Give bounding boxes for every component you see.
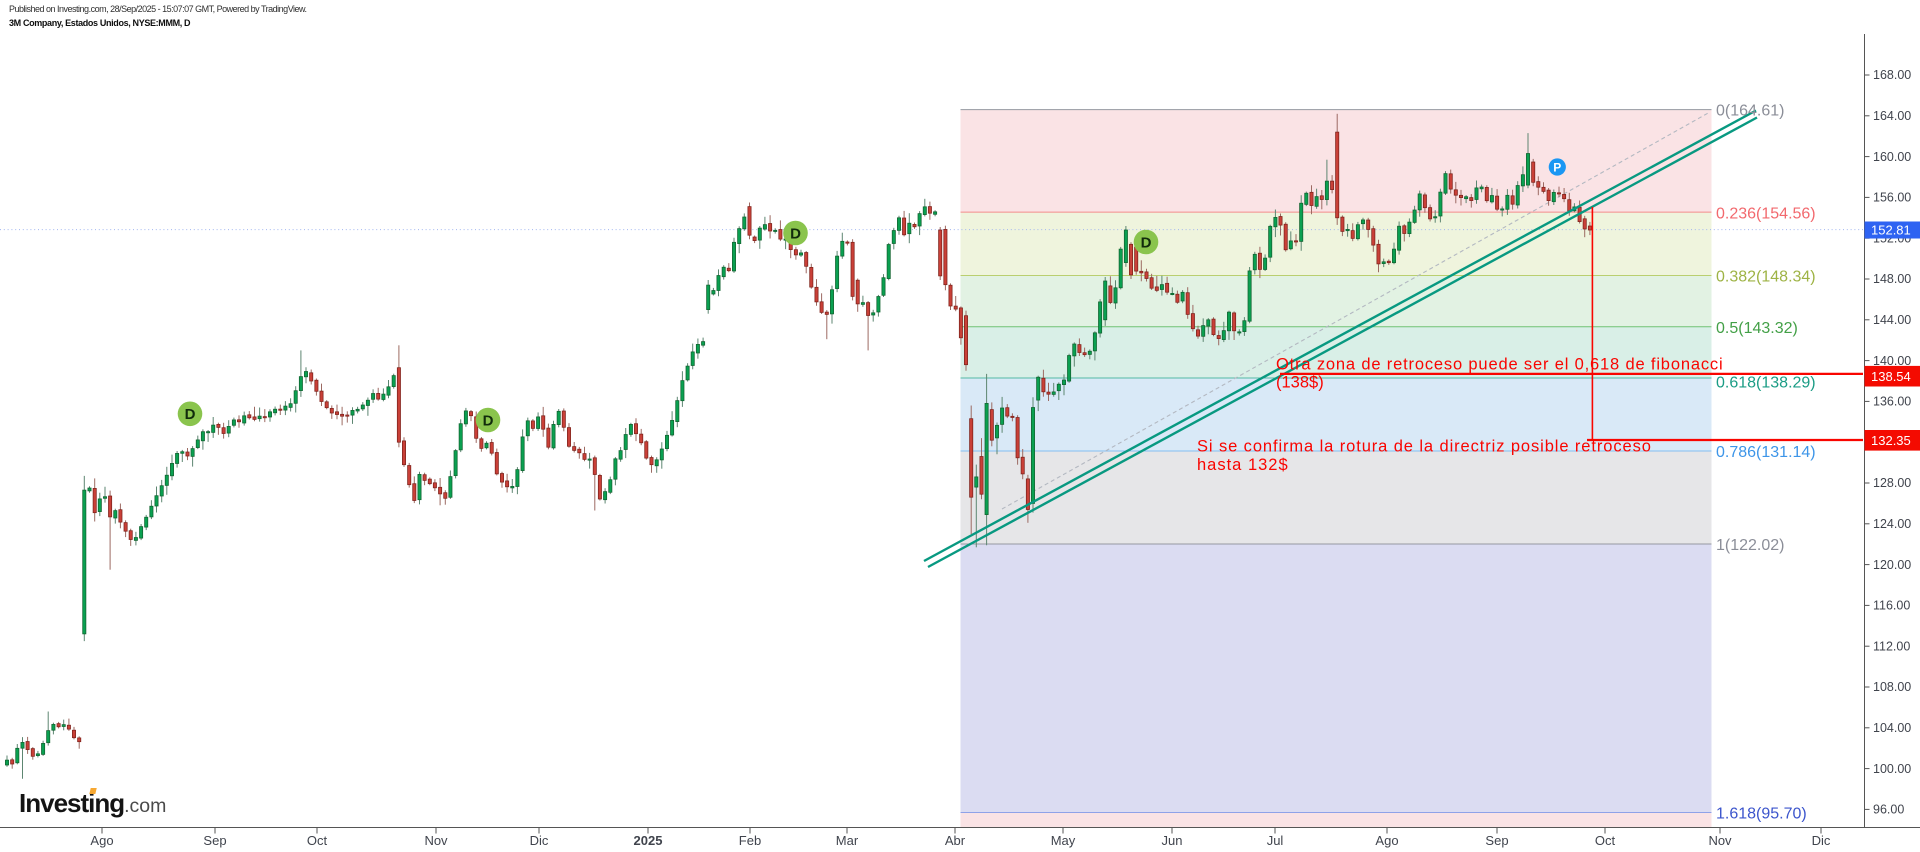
svg-text:Nov: Nov [424,833,448,848]
svg-text:0.382(148.34): 0.382(148.34) [1716,269,1816,286]
svg-text:Nov: Nov [1708,833,1732,848]
svg-text:124.00: 124.00 [1873,517,1911,531]
svg-text:136.00: 136.00 [1873,395,1911,409]
svg-text:0.5(143.32): 0.5(143.32) [1716,320,1798,337]
svg-text:0(164.61): 0(164.61) [1716,103,1785,120]
svg-text:Jul: Jul [1267,833,1284,848]
svg-text:Oct: Oct [307,833,328,848]
svg-text:108.00: 108.00 [1873,680,1911,694]
svg-text:Ago: Ago [1375,833,1398,848]
svg-text:0.236(154.56): 0.236(154.56) [1716,206,1816,223]
svg-text:164.00: 164.00 [1873,109,1911,123]
svg-text:132.35: 132.35 [1871,433,1911,448]
svg-text:120.00: 120.00 [1873,558,1911,572]
svg-text:Si se confirma la rotura de la: Si se confirma la rotura de la directriz… [1197,438,1652,456]
svg-text:2025: 2025 [634,833,663,848]
svg-text:Feb: Feb [739,833,761,848]
svg-text:1(122.02): 1(122.02) [1716,537,1785,554]
svg-text:140.00: 140.00 [1873,354,1911,368]
svg-text:(138$): (138$) [1276,374,1324,392]
svg-text:Oct: Oct [1595,833,1616,848]
svg-text:148.00: 148.00 [1873,272,1911,286]
svg-text:138.54: 138.54 [1871,369,1911,384]
svg-text:Ago: Ago [90,833,113,848]
svg-text:100.00: 100.00 [1873,762,1911,776]
svg-text:144.00: 144.00 [1873,313,1911,327]
svg-text:Sep: Sep [203,833,226,848]
svg-text:D: D [483,412,494,429]
svg-text:104.00: 104.00 [1873,721,1911,735]
svg-text:168.00: 168.00 [1873,68,1911,82]
svg-text:156.00: 156.00 [1873,191,1911,205]
svg-text:Sep: Sep [1485,833,1508,848]
svg-text:hasta 132$: hasta 132$ [1197,456,1289,474]
svg-text:Otra zona de retroceso puede s: Otra zona de retroceso puede ser el 0,61… [1276,356,1724,374]
svg-text:116.00: 116.00 [1873,599,1910,613]
svg-text:1.618(95.70): 1.618(95.70) [1716,806,1807,823]
svg-text:Dic: Dic [530,833,549,848]
svg-text:Dic: Dic [1812,833,1831,848]
svg-text:0.618(138.29): 0.618(138.29) [1716,374,1816,391]
svg-text:D: D [1141,234,1152,251]
svg-text:0.786(131.14): 0.786(131.14) [1716,444,1816,461]
svg-text:152.81: 152.81 [1871,223,1911,238]
svg-text:D: D [790,225,801,242]
svg-text:96.00: 96.00 [1873,803,1904,817]
svg-text:May: May [1051,833,1076,848]
svg-text:128.00: 128.00 [1873,476,1911,490]
svg-text:Mar: Mar [836,833,859,848]
svg-text:Jun: Jun [1162,833,1183,848]
svg-text:Abr: Abr [945,833,966,848]
svg-text:160.00: 160.00 [1873,150,1911,164]
svg-text:P: P [1553,160,1561,174]
svg-text:112.00: 112.00 [1873,639,1910,653]
svg-text:D: D [185,406,196,423]
